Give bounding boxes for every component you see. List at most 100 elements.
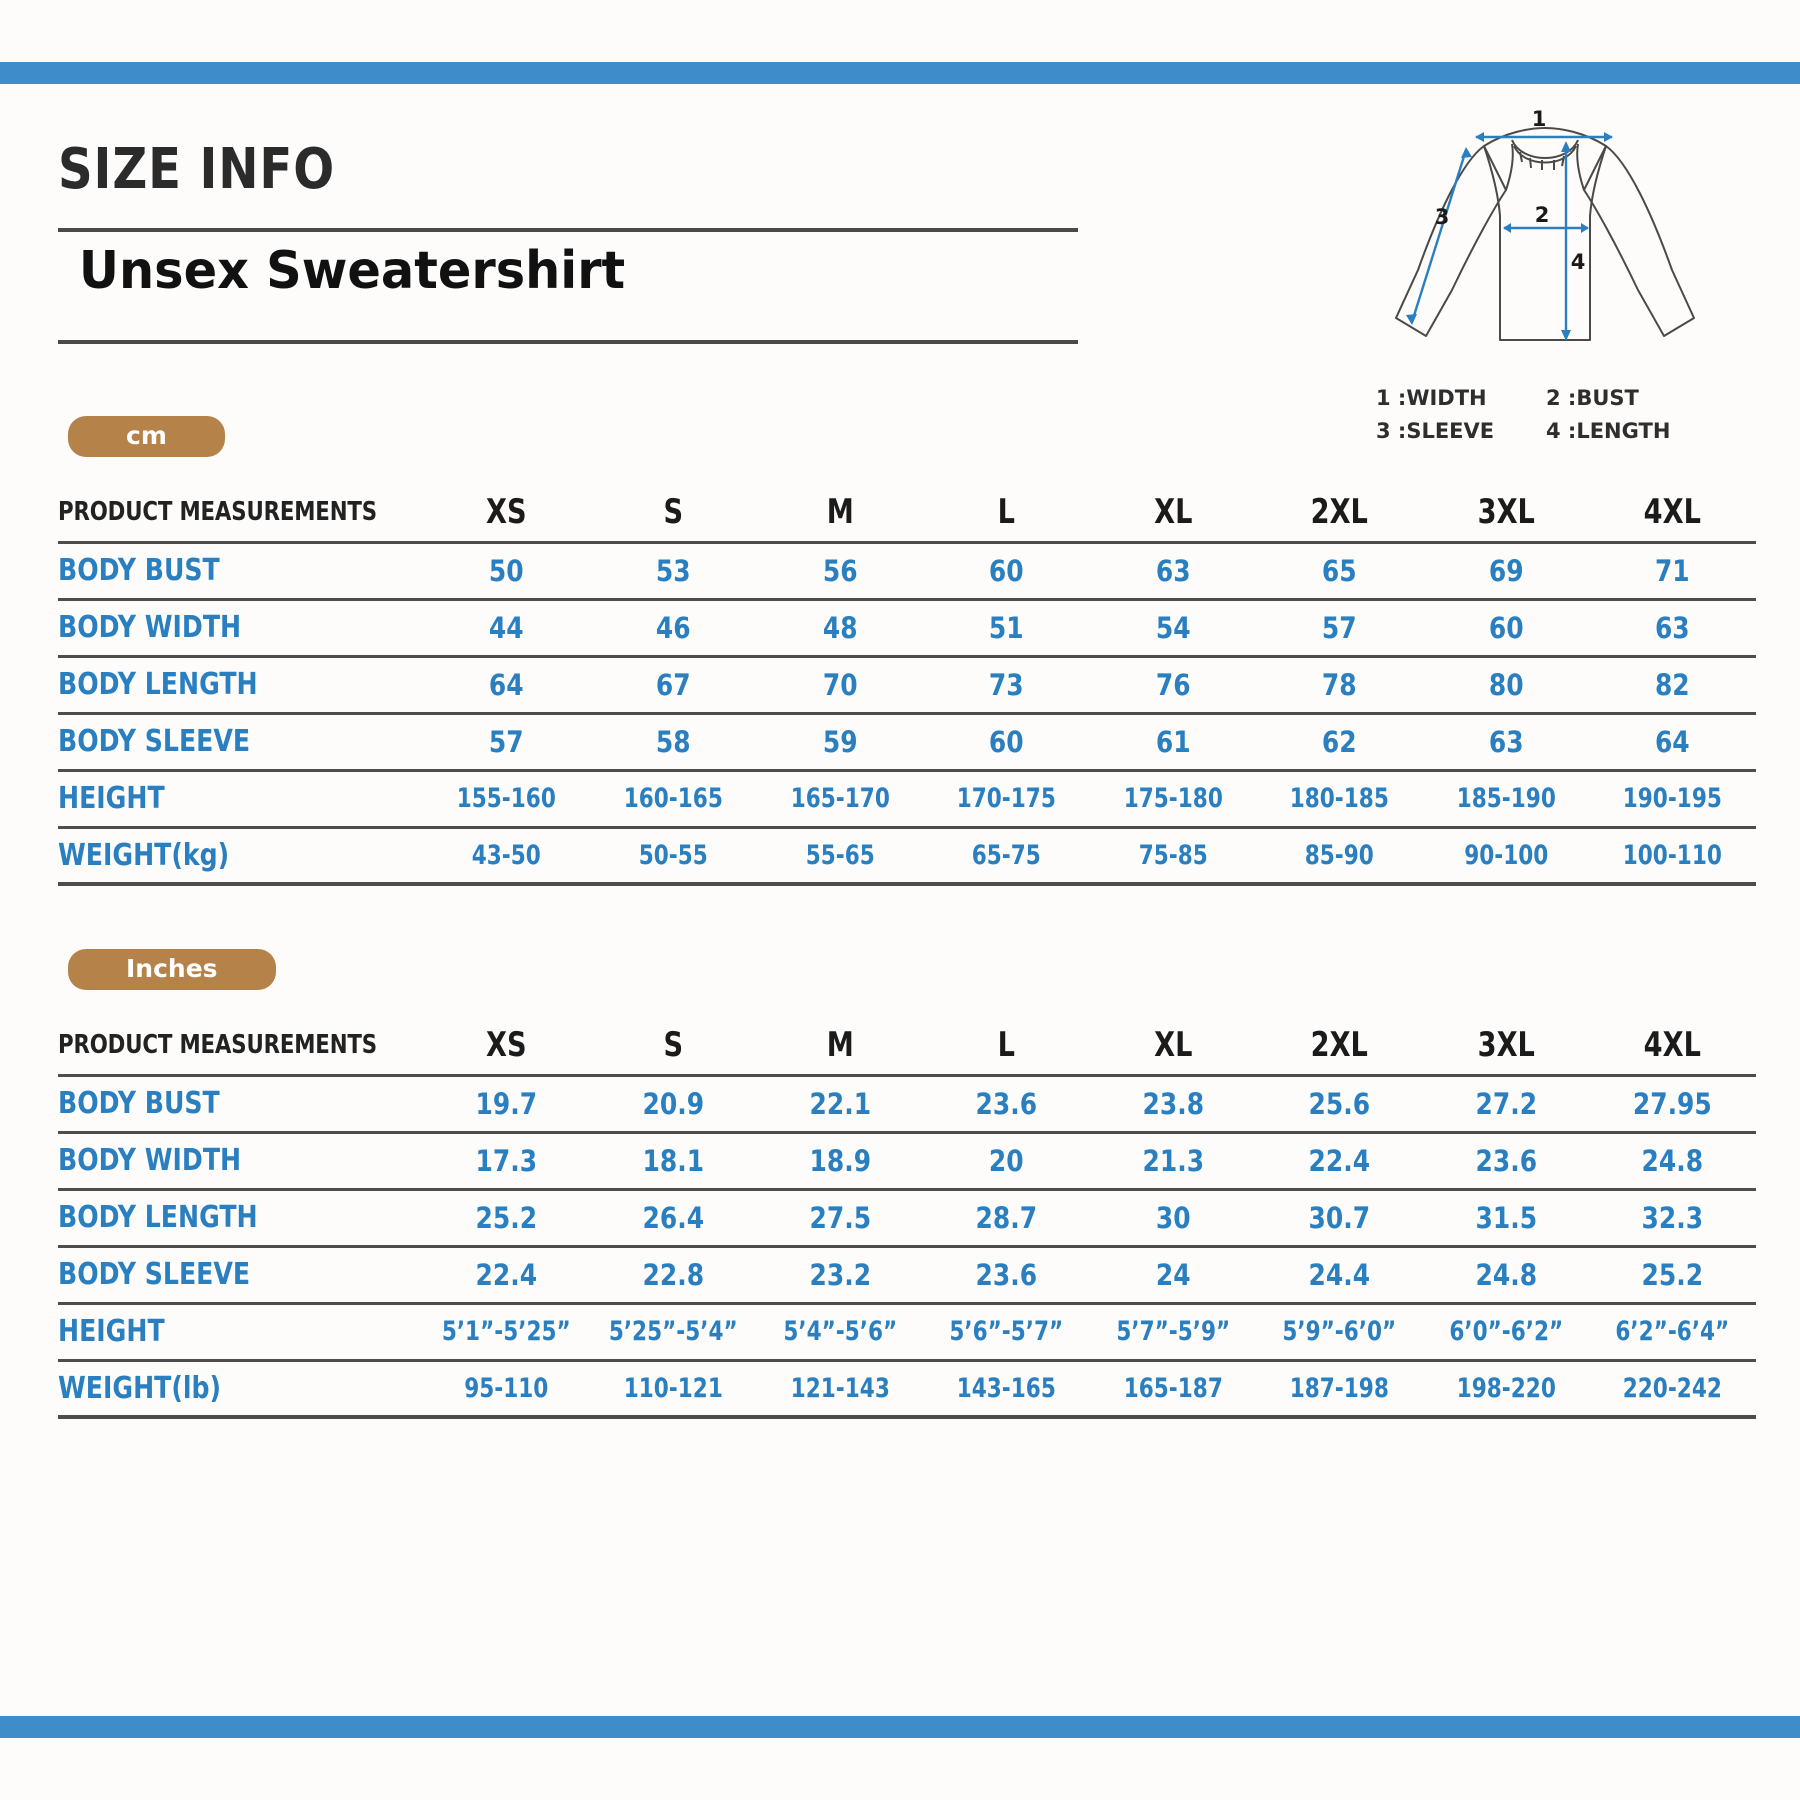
cell-m: 165-170 bbox=[773, 770, 907, 829]
column-header-measurements: PRODUCT MEASUREMENTS bbox=[58, 484, 377, 544]
header-block: SIZE INFO Unsex Sweatershirt bbox=[58, 142, 1078, 344]
column-header-xl: XL bbox=[1106, 1017, 1240, 1077]
column-header-2xl: 2XL bbox=[1272, 484, 1407, 544]
table-row: BODY BUST 50 53 56 60 63 65 69 71 bbox=[58, 542, 1756, 601]
cell-l: 5’6”-5’7” bbox=[939, 1303, 1074, 1362]
cell-xs: 50 bbox=[435, 542, 579, 601]
cell-xs: 5’1”-5’25” bbox=[440, 1303, 574, 1362]
cell-xl: 175-180 bbox=[1106, 770, 1240, 829]
cell-s: 22.8 bbox=[601, 1246, 745, 1305]
legend-row: 1 :WIDTH 2 :BUST bbox=[1376, 382, 1716, 415]
row-label: BODY BUST bbox=[58, 542, 365, 601]
cell-s: 46 bbox=[601, 599, 745, 658]
cell-l: 60 bbox=[934, 542, 1079, 601]
size-table-cm: PRODUCT MEASUREMENTS XS S M L XL 2XL 3XL… bbox=[58, 484, 1756, 886]
legend-width: 1 :WIDTH bbox=[1376, 386, 1487, 410]
cell-xs: 25.2 bbox=[435, 1189, 579, 1248]
cell-4xl: 64 bbox=[1601, 713, 1745, 772]
cell-l: 23.6 bbox=[934, 1246, 1079, 1305]
cell-2xl: 78 bbox=[1267, 656, 1412, 715]
cell-2xl: 65 bbox=[1267, 542, 1412, 601]
cell-2xl: 180-185 bbox=[1272, 770, 1407, 829]
cell-s: 160-165 bbox=[606, 770, 740, 829]
cell-xs: 155-160 bbox=[440, 770, 574, 829]
cell-xs: 22.4 bbox=[435, 1246, 579, 1305]
cell-xl: 5’7”-5’9” bbox=[1106, 1303, 1240, 1362]
cell-3xl: 31.5 bbox=[1434, 1189, 1578, 1248]
cell-xl: 76 bbox=[1101, 656, 1245, 715]
title-divider-bottom bbox=[58, 339, 1078, 344]
diagram-marker-1: 1 bbox=[1532, 107, 1547, 131]
table-row: BODY BUST 19.7 20.9 22.1 23.6 23.8 25.6 27.2 27.… bbox=[58, 1075, 1756, 1134]
row-label: BODY LENGTH bbox=[58, 656, 365, 715]
cell-3xl: 63 bbox=[1434, 713, 1578, 772]
column-header-s: S bbox=[606, 484, 740, 544]
cell-2xl: 62 bbox=[1267, 713, 1412, 772]
cell-xl: 24 bbox=[1101, 1246, 1245, 1305]
legend-length: 4 :LENGTH bbox=[1546, 418, 1671, 443]
cell-4xl: 100-110 bbox=[1606, 827, 1740, 886]
table-row: WEIGHT(kg) 43-50 50-55 55-65 65-75 75-85 85-90… bbox=[58, 827, 1756, 886]
content-canvas: SIZE INFO Unsex Sweatershirt bbox=[26, 84, 1774, 1716]
cell-m: 55-65 bbox=[773, 827, 907, 886]
cell-xs: 57 bbox=[435, 713, 579, 772]
cell-m: 27.5 bbox=[768, 1189, 912, 1248]
table-row: BODY LENGTH 64 67 70 73 76 78 80 82 bbox=[58, 656, 1756, 715]
top-blue-bar bbox=[0, 62, 1800, 84]
cell-m: 22.1 bbox=[768, 1075, 912, 1134]
cell-3xl: 27.2 bbox=[1434, 1075, 1578, 1134]
column-header-4xl: 4XL bbox=[1606, 1017, 1740, 1077]
column-header-4xl: 4XL bbox=[1606, 484, 1740, 544]
table-row: WEIGHT(lb) 95-110 110-121 121-143 143-165 165… bbox=[58, 1360, 1756, 1419]
table-row: HEIGHT 155-160 160-165 165-170 170-175 175-18… bbox=[58, 770, 1756, 829]
cell-l: 73 bbox=[934, 656, 1079, 715]
cell-xs: 17.3 bbox=[435, 1132, 579, 1191]
cell-l: 23.6 bbox=[934, 1075, 1079, 1134]
diagram-marker-3: 3 bbox=[1435, 205, 1450, 229]
column-header-m: M bbox=[773, 484, 907, 544]
table-header-row: PRODUCT MEASUREMENTS XS S M L XL 2XL 3XL… bbox=[58, 1017, 1756, 1077]
cell-4xl: 190-195 bbox=[1606, 770, 1740, 829]
cell-l: 28.7 bbox=[934, 1189, 1079, 1248]
table-row: BODY SLEEVE 22.4 22.8 23.2 23.6 24 24.4 24.8 25.… bbox=[58, 1246, 1756, 1305]
row-label: BODY WIDTH bbox=[58, 599, 365, 658]
cell-s: 5’25”-5’4” bbox=[606, 1303, 740, 1362]
cell-m: 18.9 bbox=[768, 1132, 912, 1191]
cell-3xl: 60 bbox=[1434, 599, 1578, 658]
cell-s: 50-55 bbox=[606, 827, 740, 886]
cell-3xl: 24.8 bbox=[1434, 1246, 1578, 1305]
legend-bust: 2 :BUST bbox=[1546, 386, 1639, 410]
row-label: BODY LENGTH bbox=[58, 1189, 365, 1248]
row-label: WEIGHT(kg) bbox=[58, 827, 365, 886]
cell-xs: 64 bbox=[435, 656, 579, 715]
cell-m: 70 bbox=[768, 656, 912, 715]
cell-xs: 19.7 bbox=[435, 1075, 579, 1134]
table-body-inches: BODY BUST 19.7 20.9 22.1 23.6 23.8 25.6 27.2 27.… bbox=[58, 1075, 1756, 1419]
cell-2xl: 187-198 bbox=[1272, 1360, 1407, 1419]
cell-3xl: 90-100 bbox=[1439, 827, 1573, 886]
cell-xs: 43-50 bbox=[440, 827, 574, 886]
cell-s: 18.1 bbox=[601, 1132, 745, 1191]
cell-xs: 95-110 bbox=[440, 1360, 574, 1419]
table-row: BODY SLEEVE 57 58 59 60 61 62 63 64 bbox=[58, 713, 1756, 772]
cell-xl: 63 bbox=[1101, 542, 1245, 601]
row-label: WEIGHT(lb) bbox=[58, 1360, 365, 1419]
unit-badge-inches: Inches bbox=[68, 949, 276, 990]
cell-3xl: 80 bbox=[1434, 656, 1578, 715]
cell-s: 67 bbox=[601, 656, 745, 715]
cell-m: 5’4”-5’6” bbox=[773, 1303, 907, 1362]
legend-sleeve: 3 :SLEEVE bbox=[1376, 418, 1495, 443]
cell-3xl: 185-190 bbox=[1439, 770, 1573, 829]
cell-4xl: 25.2 bbox=[1601, 1246, 1745, 1305]
cell-xl: 23.8 bbox=[1101, 1075, 1245, 1134]
cell-xl: 165-187 bbox=[1106, 1360, 1240, 1419]
row-label: HEIGHT bbox=[58, 770, 365, 829]
table-row: BODY WIDTH 17.3 18.1 18.9 20 21.3 22.4 23.6 24.8 bbox=[58, 1132, 1756, 1191]
cell-xl: 21.3 bbox=[1101, 1132, 1245, 1191]
unit-badge-cm-wrap: cm bbox=[68, 416, 225, 457]
cell-4xl: 27.95 bbox=[1601, 1075, 1745, 1134]
cell-4xl: 71 bbox=[1601, 542, 1745, 601]
cell-m: 48 bbox=[768, 599, 912, 658]
row-label: BODY BUST bbox=[58, 1075, 365, 1134]
cell-2xl: 85-90 bbox=[1272, 827, 1407, 886]
